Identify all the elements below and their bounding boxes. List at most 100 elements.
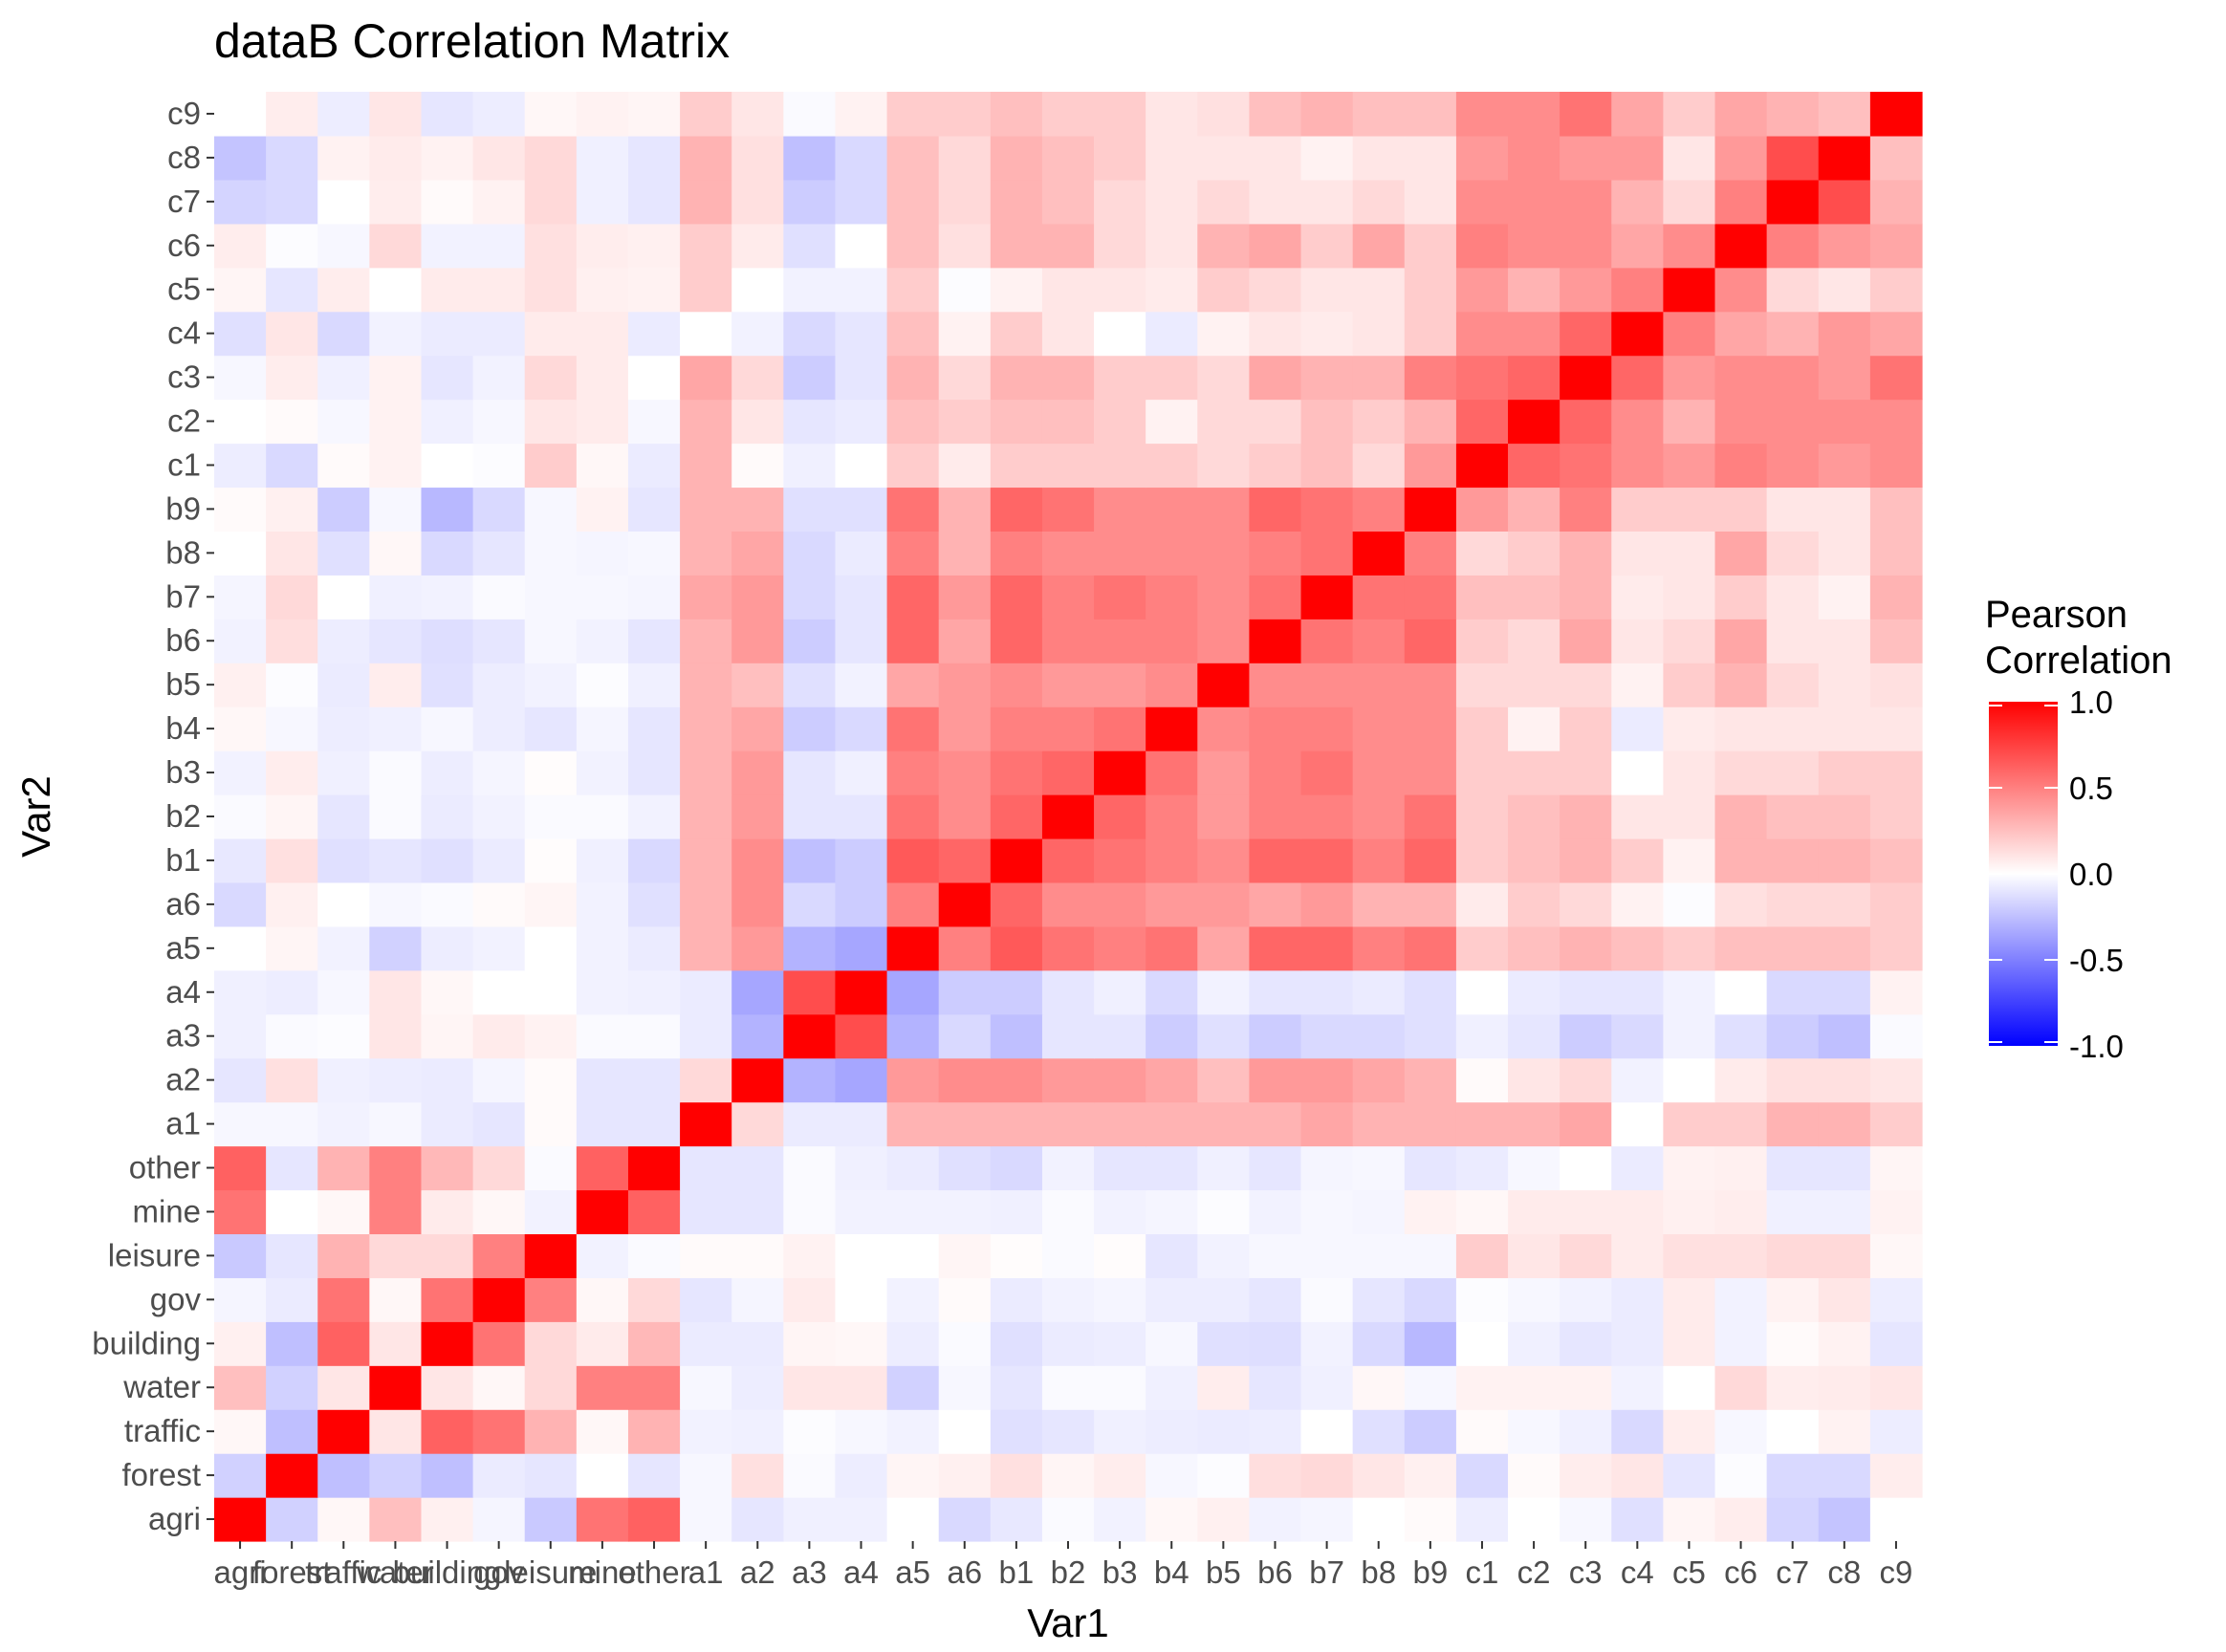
heatmap-cell-other-mine	[627, 1189, 681, 1235]
heatmap-cell-a6-c3	[938, 355, 992, 401]
heatmap-cell-b1-b2	[990, 794, 1043, 839]
heatmap-cell-c9-gov	[1869, 1277, 1923, 1322]
heatmap-cell-b4-b8	[1146, 531, 1198, 576]
heatmap-cell-b7-a2	[1300, 1057, 1354, 1103]
heatmap-cell-leisure-b9	[524, 487, 578, 532]
heatmap-cell-water-b6	[369, 619, 423, 663]
heatmap-cell-mine-a3	[576, 1013, 629, 1059]
heatmap-cell-b2-leisure	[1041, 1233, 1095, 1278]
heatmap-cell-a1-c4	[680, 311, 732, 357]
heatmap-cell-forest-b1	[266, 837, 318, 883]
heatmap-cell-a4-b5	[835, 663, 888, 707]
heatmap-cell-c2-b1	[1508, 837, 1560, 883]
heatmap-cell-other-a4	[627, 969, 681, 1015]
heatmap-cell-water-building	[369, 1321, 423, 1366]
heatmap-cell-a3-agri	[783, 1497, 837, 1542]
heatmap-cell-c9-b4	[1869, 706, 1923, 751]
heatmap-cell-b3-b7	[1094, 575, 1146, 620]
heatmap-cell-c2-c5	[1508, 267, 1560, 313]
heatmap-cell-c4-c4	[1611, 311, 1664, 357]
heatmap-cell-b4-building	[1146, 1321, 1198, 1366]
heatmap-cell-b2-mine	[1041, 1189, 1095, 1235]
heatmap-cell-b7-b6	[1300, 619, 1354, 663]
heatmap-cell-c4-b9	[1611, 487, 1664, 532]
heatmap-cell-b5-c2	[1197, 399, 1251, 445]
heatmap-cell-a4-c8	[835, 135, 888, 181]
heatmap-cell-c1-a3	[1455, 1013, 1509, 1059]
heatmap-cell-b9-b4	[1404, 706, 1457, 751]
heatmap-cell-leisure-b5	[524, 663, 578, 707]
heatmap-cell-b1-b6	[990, 619, 1043, 663]
heatmap-cell-c8-b1	[1818, 837, 1871, 883]
heatmap-cell-gov-traffic	[472, 1409, 526, 1454]
heatmap-cell-b2-b1	[1041, 837, 1095, 883]
heatmap-cell-a5-agri	[886, 1497, 940, 1542]
heatmap-cell-b4-b7	[1146, 575, 1198, 620]
heatmap-cell-c1-c9	[1455, 92, 1509, 137]
heatmap-cell-c2-b2	[1508, 794, 1560, 839]
heatmap-cell-a4-c5	[835, 267, 888, 313]
heatmap-cell-forest-a5	[266, 925, 318, 971]
heatmap-cell-gov-forest	[472, 1453, 526, 1498]
heatmap-cell-building-a4	[421, 969, 474, 1015]
heatmap-cell-c3-c1	[1560, 443, 1612, 489]
heatmap-cell-a4-building	[835, 1321, 888, 1366]
heatmap-cell-b4-gov	[1146, 1277, 1198, 1322]
heatmap-cell-b8-forest	[1352, 1453, 1406, 1498]
heatmap-cell-forest-a2	[266, 1057, 318, 1103]
heatmap-cell-forest-b4	[266, 706, 318, 751]
heatmap-cell-other-b1	[627, 837, 681, 883]
heatmap-cell-c7-traffic	[1766, 1409, 1820, 1454]
heatmap-cell-b9-other	[1404, 1145, 1457, 1191]
heatmap-cell-b6-c4	[1249, 311, 1302, 357]
heatmap-cell-c9-a4	[1869, 969, 1923, 1015]
heatmap-cell-c1-building	[1455, 1321, 1509, 1366]
heatmap-cell-b7-traffic	[1300, 1409, 1354, 1454]
heatmap-cell-b6-b3	[1249, 750, 1302, 795]
heatmap-cell-a3-b1	[783, 837, 837, 883]
heatmap-cell-building-c3	[421, 355, 474, 401]
heatmap-cell-a3-c5	[783, 267, 837, 313]
heatmap-cell-c7-c6	[1766, 223, 1820, 269]
heatmap-cell-c2-a5	[1508, 925, 1560, 971]
heatmap-cell-b1-a3	[990, 1013, 1043, 1059]
heatmap-cell-c7-b1	[1766, 837, 1820, 883]
heatmap-cell-c5-mine	[1663, 1189, 1716, 1235]
heatmap-cell-c2-c8	[1508, 135, 1560, 181]
heatmap-cell-gov-a6	[472, 881, 526, 927]
heatmap-cell-c6-a6	[1714, 881, 1768, 927]
heatmap-cell-b2-building	[1041, 1321, 1095, 1366]
heatmap-cell-leisure-b1	[524, 837, 578, 883]
heatmap-cell-b3-traffic	[1094, 1409, 1146, 1454]
heatmap-cell-c4-b7	[1611, 575, 1664, 620]
heatmap-cell-a2-c1	[731, 443, 784, 489]
heatmap-cell-a6-b8	[938, 531, 992, 576]
heatmap-cell-agri-b3	[214, 750, 267, 795]
heatmap-cell-c7-a4	[1766, 969, 1820, 1015]
heatmap-cell-a5-b5	[886, 663, 940, 707]
heatmap-cell-a5-b2	[886, 794, 940, 839]
heatmap-cell-c5-a1	[1663, 1101, 1716, 1147]
heatmap-cell-b9-b6	[1404, 619, 1457, 663]
heatmap-cell-c6-other	[1714, 1145, 1768, 1191]
heatmap-cell-b2-c1	[1041, 443, 1095, 489]
heatmap-cell-a4-c2	[835, 399, 888, 445]
heatmap-cell-water-b9	[369, 487, 423, 532]
heatmap-cell-leisure-c9	[524, 92, 578, 137]
heatmap-cell-c6-c5	[1714, 267, 1768, 313]
heatmap-cell-other-a2	[627, 1057, 681, 1103]
heatmap-cell-a2-b4	[731, 706, 784, 751]
heatmap-cell-c8-a2	[1818, 1057, 1871, 1103]
heatmap-cell-a1-b8	[680, 531, 732, 576]
heatmap-cell-leisure-a3	[524, 1013, 578, 1059]
heatmap-cell-forest-agri	[266, 1497, 318, 1542]
heatmap-cell-a5-c4	[886, 311, 940, 357]
heatmap-cell-b4-b4	[1146, 706, 1198, 751]
heatmap-cell-b2-b8	[1041, 531, 1095, 576]
heatmap-cell-mine-agri	[576, 1497, 629, 1542]
heatmap-cell-c4-b8	[1611, 531, 1664, 576]
heatmap-cell-other-b8	[627, 531, 681, 576]
heatmap-cell-b9-b5	[1404, 663, 1457, 707]
heatmap-cell-a4-leisure	[835, 1233, 888, 1278]
heatmap-cell-other-c5	[627, 267, 681, 313]
